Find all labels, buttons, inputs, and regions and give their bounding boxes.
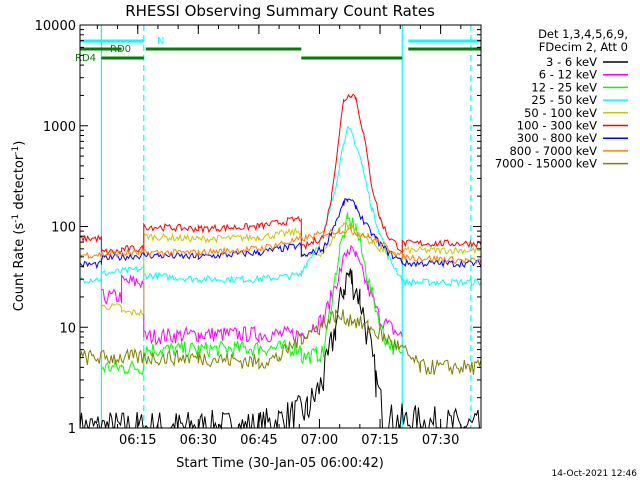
legend-entry-label: 300 - 800 keV bbox=[517, 131, 597, 145]
legend-header-line: Det 1,3,4,5,6,9, bbox=[538, 27, 628, 41]
y-axis-label-part: ) bbox=[12, 141, 27, 146]
x-tick-label: 07:30 bbox=[422, 433, 459, 448]
series-line bbox=[101, 221, 482, 317]
x-tick-label: 06:15 bbox=[119, 433, 156, 448]
legend-entry-label: 50 - 100 keV bbox=[524, 106, 597, 120]
legend-entry-label: 7000 - 15000 keV bbox=[495, 157, 597, 171]
footer-date: 14-Oct-2021 12:46 bbox=[552, 469, 638, 479]
series-line bbox=[79, 309, 482, 375]
y-axis-label-part: detector bbox=[12, 154, 27, 214]
y-axis-label-exp: -1 bbox=[11, 146, 21, 155]
legend-header-line: FDecim 2, Att 0 bbox=[539, 40, 628, 54]
x-tick-label: 06:45 bbox=[240, 433, 277, 448]
series-line bbox=[101, 212, 403, 376]
chart-title: RHESSI Observing Summary Count Rates bbox=[125, 2, 435, 20]
series-line bbox=[101, 244, 403, 346]
y-tick-label: 1 bbox=[68, 422, 76, 437]
x-axis-label: Start Time (30-Jan-05 06:00:42) bbox=[176, 456, 384, 471]
y-tick-label: 100 bbox=[51, 221, 76, 236]
state-bar-label: RD4 bbox=[75, 53, 96, 64]
y-axis-label-part: Count Rate (s bbox=[12, 223, 27, 312]
series-line bbox=[79, 125, 482, 288]
y-axis-ticks: 1 10 100 1000 10000 bbox=[35, 19, 481, 437]
x-axis-ticks: 06:15 06:30 06:45 07:00 07:15 07:30 bbox=[96, 25, 482, 448]
series-line bbox=[79, 93, 482, 256]
legend-entry-label: 100 - 300 keV bbox=[517, 119, 597, 133]
legend-entry-label: 3 - 6 keV bbox=[546, 55, 597, 69]
y-axis-label: Count Rate (s-1 detector-1) bbox=[11, 141, 27, 312]
plot-marks: N RD0 RD4 bbox=[75, 25, 482, 430]
series-line bbox=[79, 268, 481, 430]
series-line bbox=[79, 197, 482, 270]
x-tick-label: 07:15 bbox=[361, 433, 398, 448]
legend-entry-label: 6 - 12 keV bbox=[539, 68, 597, 82]
legend-entry-label: 800 - 7000 keV bbox=[509, 144, 597, 158]
legend-entry-label: 25 - 50 keV bbox=[531, 93, 597, 107]
state-bar-label: N bbox=[157, 36, 164, 47]
x-tick-label: 06:30 bbox=[180, 433, 217, 448]
legend-entry-label: 12 - 25 keV bbox=[531, 80, 597, 94]
state-bar-label: RD0 bbox=[110, 44, 131, 55]
y-tick-label: 1000 bbox=[43, 120, 76, 135]
x-tick-label: 07:00 bbox=[301, 433, 338, 448]
y-tick-label: 10000 bbox=[35, 19, 76, 34]
y-tick-label: 10 bbox=[59, 321, 76, 336]
legend: Det 1,3,4,5,6,9, FDecim 2, Att 0 3 - 6 k… bbox=[495, 27, 628, 171]
y-axis-label-exp: -1 bbox=[11, 214, 21, 223]
series-line bbox=[79, 226, 482, 265]
